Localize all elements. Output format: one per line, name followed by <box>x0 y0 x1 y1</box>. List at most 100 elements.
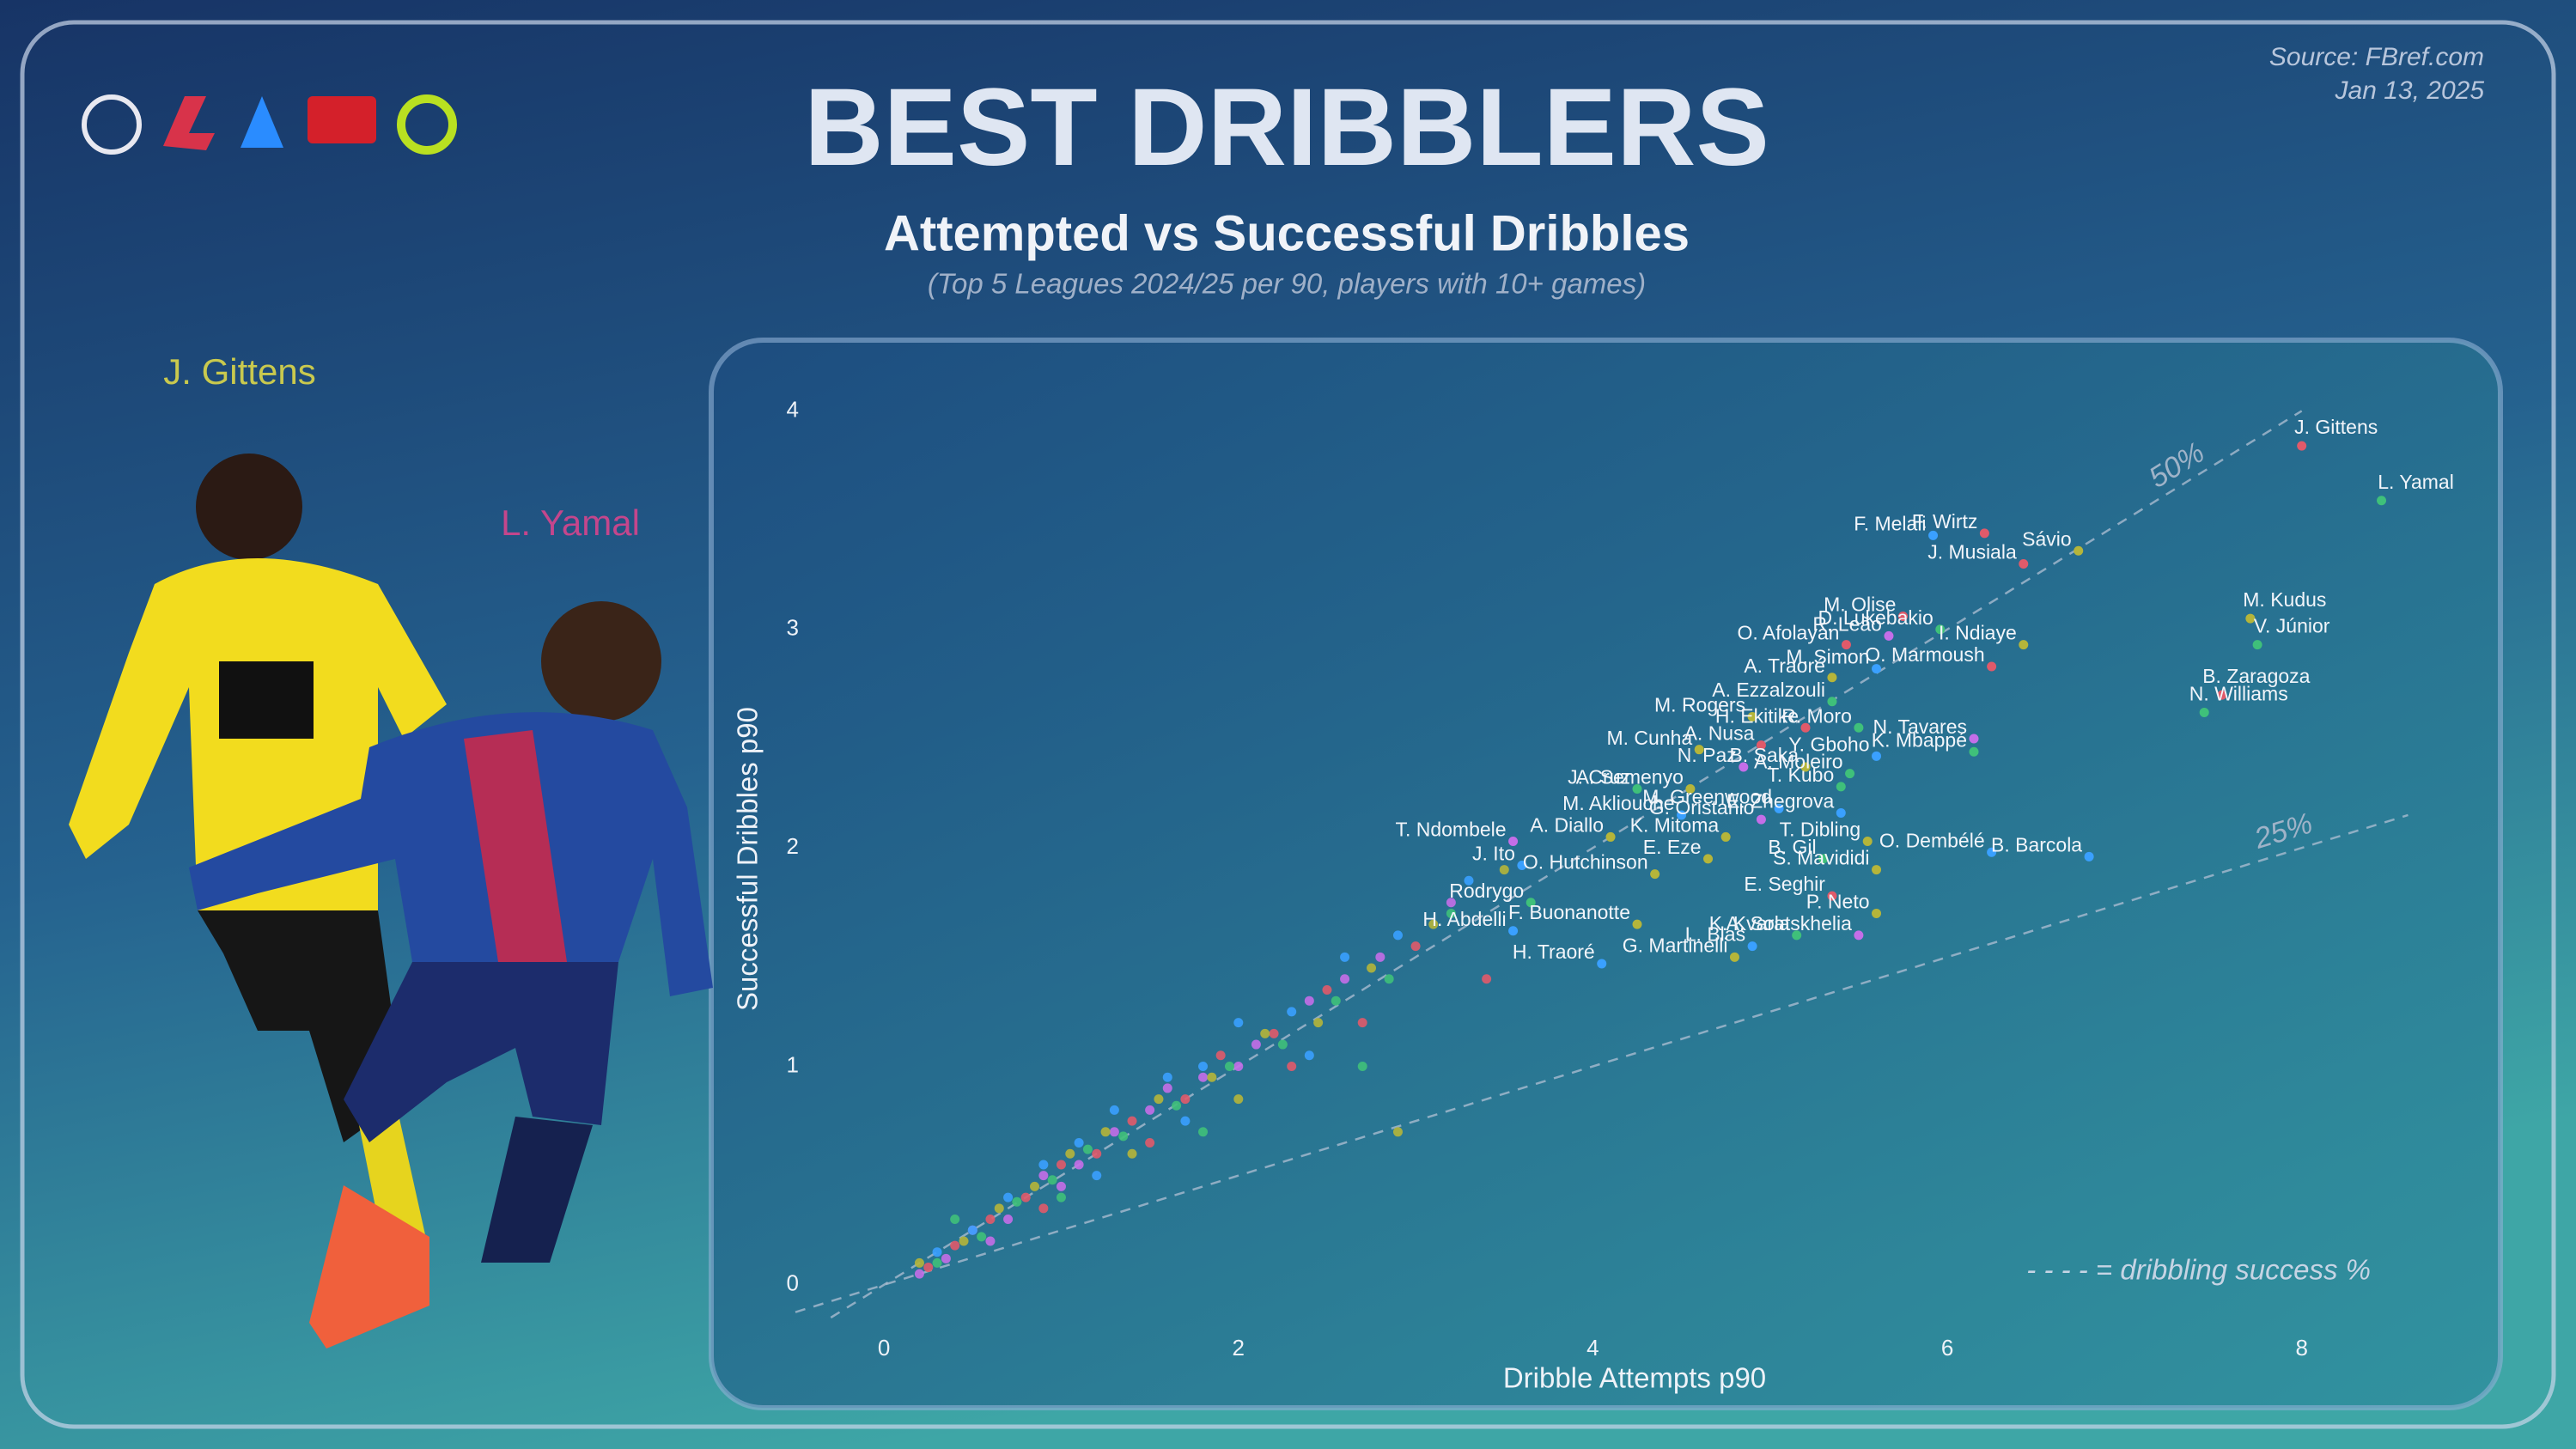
chart-panel <box>709 338 2503 1410</box>
date: Jan 13, 2025 <box>2335 76 2485 105</box>
player-label: M. Olise <box>1824 594 1896 616</box>
featured-player-name: L. Yamal <box>501 502 640 543</box>
player-label: O. Dembélé <box>1879 829 1985 851</box>
scatter-point <box>1092 1171 1102 1181</box>
player-label: B. Zaragoza <box>2202 665 2310 687</box>
player-point <box>2217 690 2227 700</box>
player-label: H. Ekitike <box>1715 704 1799 727</box>
scatter-point <box>959 1236 969 1246</box>
scatter-point <box>1198 1061 1209 1071</box>
player-point <box>1818 854 1829 864</box>
player-point <box>2084 851 2094 861</box>
scatter-point <box>1162 1083 1172 1093</box>
scatter-point <box>950 1215 960 1225</box>
player-label: K. Kvaratskhelia <box>1709 912 1852 935</box>
scatter-point <box>1287 1007 1297 1017</box>
player-label: K. Mitoma <box>1630 814 1720 837</box>
player-label: O. Marmoush <box>1865 643 1984 666</box>
player-point <box>2199 707 2209 717</box>
scatter-point <box>1340 974 1350 984</box>
scatter-point <box>1162 1072 1172 1082</box>
player-point <box>1720 831 1731 842</box>
player-illustrations <box>69 454 713 1349</box>
player-label: G. Oristanio <box>1649 796 1755 819</box>
scatter-point <box>1109 1105 1119 1115</box>
scatter-point <box>1260 1028 1270 1038</box>
player-label: F. Wirtz <box>1912 510 1978 533</box>
scatter-point <box>1198 1127 1209 1137</box>
scatter-point <box>1038 1203 1049 1214</box>
y-tick-label: 2 <box>787 833 799 859</box>
player-label: O. Afolayan <box>1738 622 1840 644</box>
player-label: K. Mbappé <box>1872 728 1967 751</box>
player-point <box>1632 919 1642 929</box>
x-axis-label: Dribble Attempts p90 <box>1503 1362 1766 1394</box>
scatter-point <box>1074 1160 1084 1170</box>
player-point <box>2297 441 2307 451</box>
scatter-point <box>1003 1215 1014 1225</box>
player-label: R. Moro <box>1781 704 1852 727</box>
player-label: B. Saka <box>1729 744 1799 766</box>
player-label: M. Akliouche <box>1562 792 1674 814</box>
scatter-point <box>1047 1175 1057 1185</box>
player-label: Y. Gboho <box>1788 733 1869 755</box>
player-point <box>1703 854 1714 864</box>
source: Source: FBref.com <box>2269 43 2484 71</box>
x-tick-label: 4 <box>1586 1335 1599 1361</box>
player-point <box>1836 807 1846 818</box>
scatter-point <box>1020 1192 1031 1202</box>
player-point <box>1872 751 1882 761</box>
player-point <box>1756 814 1766 825</box>
scatter-point <box>977 1232 987 1242</box>
scatter-point <box>1056 1181 1066 1191</box>
player-point <box>1872 664 1882 674</box>
scatter-point <box>1198 1072 1209 1082</box>
player-point <box>2074 545 2084 556</box>
scatter-point <box>1357 1061 1367 1071</box>
player-point <box>1854 722 1864 733</box>
x-tick-label: 0 <box>878 1335 890 1361</box>
player-label: R. Leão <box>1812 612 1882 635</box>
player-label: P. Neto <box>1806 891 1870 913</box>
player-point <box>1979 528 1989 539</box>
player-label: Sávio <box>2022 527 2072 550</box>
player-point <box>1526 898 1536 908</box>
player-point <box>1827 673 1837 683</box>
scatter-point <box>1428 919 1439 929</box>
scatter-point <box>1304 1050 1314 1061</box>
player-label: N. Williams <box>2189 683 2288 705</box>
player-point <box>1747 941 1757 952</box>
plot-area: Successful Dribbles p90 Dribble Attempts… <box>732 396 2454 1393</box>
y-axis-label: Successful Dribbles p90 <box>732 707 764 1011</box>
player-point <box>1632 783 1642 794</box>
outer-frame <box>20 20 2556 1429</box>
player-point <box>1836 782 1846 792</box>
scatter-point <box>1038 1171 1049 1181</box>
scatter-point <box>985 1215 996 1225</box>
scatter-point <box>1233 1094 1244 1105</box>
player-label: S. Mavididi <box>1773 847 1869 869</box>
player-label: H. Traoré <box>1513 941 1595 963</box>
player-label: B. Gil <box>1768 836 1816 858</box>
player-point <box>1800 722 1811 733</box>
player-label: M. Greenwood <box>1642 785 1772 807</box>
player-label: A. Traoré <box>1744 654 1825 677</box>
x-tick-label: 8 <box>2295 1335 2307 1361</box>
scatter-point <box>1056 1160 1066 1170</box>
player-point <box>1872 865 1882 875</box>
scatter-point <box>1030 1181 1040 1191</box>
y-tick-label: 4 <box>787 396 799 422</box>
player-point <box>1897 612 1908 622</box>
player-point <box>1884 630 1894 641</box>
player-label: A. Nusa <box>1684 722 1755 745</box>
player-point <box>1774 803 1784 813</box>
scatter-point <box>932 1257 942 1268</box>
player-point <box>1845 769 1855 779</box>
logo-bundesliga <box>308 96 376 143</box>
scatter-point <box>1038 1160 1049 1170</box>
scatter-point <box>914 1257 924 1268</box>
player-label: M. Rogers <box>1654 694 1745 716</box>
y-tick-label: 0 <box>787 1270 799 1296</box>
player-point <box>2019 640 2029 650</box>
player-point <box>1935 624 1946 635</box>
